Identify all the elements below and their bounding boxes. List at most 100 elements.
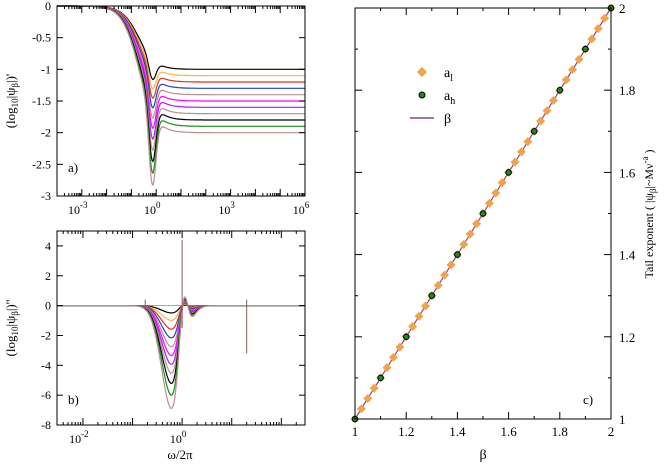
panel-c-ytick-label: 1.2 — [619, 330, 635, 345]
panel-c-al-point — [465, 229, 475, 239]
panel-c-al-point — [484, 198, 494, 208]
panel-c-al-point — [542, 106, 552, 116]
panel-a-series-line — [57, 5, 305, 175]
panel-a-ytick-label: -2.5 — [32, 157, 51, 171]
panel-a-series-line — [57, 5, 305, 130]
panel-a-label: a) — [68, 160, 78, 175]
panel-c-xtick-label: 1.2 — [398, 424, 414, 439]
panel-c-xtick-label: 1.4 — [449, 424, 466, 439]
panel-c-legend: al ah β — [410, 66, 455, 127]
panel-c-ytick-label: 2 — [619, 1, 626, 16]
panel-b-ytick-label: -6 — [41, 388, 51, 402]
panel-b-label: b) — [68, 392, 79, 407]
panel-c-al-point — [497, 178, 507, 188]
panel-c-al-point — [548, 95, 558, 105]
panel-c-al-point — [369, 383, 379, 393]
panel-c-al-point — [516, 147, 526, 157]
panel-c-ytick-label: 1.8 — [619, 83, 635, 98]
panel-c-ytick-label: 1.6 — [619, 165, 636, 180]
panel-a-series-line — [57, 5, 305, 163]
panel-a-series-line — [57, 5, 305, 81]
panel-b-xlabel: ω/2π — [167, 447, 193, 462]
legend-label: al — [444, 66, 453, 84]
panel-a-ylabel: (log10|ψβ|)' — [3, 74, 20, 129]
panel-c-al-point — [523, 137, 533, 147]
panel-c-al-point — [408, 322, 418, 332]
legend-marker-al — [417, 67, 427, 77]
panel-b-ytick-label: -8 — [41, 418, 51, 432]
panel-a-ytick-label: -3 — [41, 189, 51, 203]
panel-c-al-point — [561, 75, 571, 85]
panel-c-ah-point — [556, 86, 564, 94]
panel-b-ytick-label: -2 — [41, 328, 51, 342]
panel-c-xlabel: β — [479, 448, 486, 463]
panel-c-al-point — [433, 280, 443, 290]
panel-c-al-point — [472, 219, 482, 229]
panel-c-ah-point — [479, 210, 487, 217]
panel-a: 0 -0.5 -1 -1.5 -2 -2.5 -3 10-3 100 103 106 a) (log… — [3, 0, 310, 217]
panel-b-ytick-label: -4 — [41, 358, 51, 372]
panel-c-al-point — [363, 393, 373, 403]
panel-c-xtick-label: 1.8 — [552, 424, 568, 439]
panel-c-ytick-label: 1 — [619, 412, 626, 427]
panel-c-al-point — [388, 352, 398, 362]
panel-c-al-point — [568, 65, 578, 75]
panel-c-ah-point — [505, 169, 512, 176]
panel-a-ytick-label: -1 — [41, 62, 51, 76]
panel-c-ah-point — [402, 333, 410, 341]
panel-a-series-line — [57, 5, 305, 109]
panel-c-al-point — [420, 301, 430, 311]
panel-c-xtick-label: 1.6 — [500, 424, 517, 439]
panel-a-ytick-label: -2 — [41, 126, 51, 140]
panel-a-series-line — [57, 5, 305, 152]
panel-c-al-point — [440, 270, 450, 280]
panel-c-ah-point — [377, 374, 384, 382]
panel-c-al-point — [356, 404, 366, 414]
panel-b-ytick-label: 0 — [45, 299, 51, 313]
panel-c-al-point — [574, 54, 584, 64]
panel-c-ah-point — [582, 45, 589, 53]
panel-a-xtick-label: 106 — [293, 200, 310, 217]
panel-c: 11.21.41.61.821 1.2 1.4 1.6 1.8 2 c) β Tail e… — [350, 1, 658, 463]
panel-a-ytick-label: -0.5 — [32, 31, 51, 45]
panel-b-ytick-label: 2 — [45, 269, 51, 283]
panel-c-al-point — [600, 13, 610, 23]
panel-b: 4 2 0 -2 -4 -6 -8 10-2 100 b) ω/2π (log10|ψβ|)'' — [3, 230, 306, 462]
panel-c-xtick-label: 2 — [608, 424, 615, 439]
legend-marker-ah — [418, 91, 426, 99]
panel-c-al-point — [536, 116, 546, 126]
panel-b-ytick-label: 4 — [45, 239, 51, 253]
panel-c-al-point — [446, 260, 456, 270]
panel-c-ylabel: Tail exponent ( |ψβ|~Mν-a ) — [640, 150, 658, 279]
panel-c-xtick-label: 1 — [352, 424, 359, 439]
panel-c-ytick-label: 1.4 — [619, 248, 636, 263]
panel-b-frame — [56, 230, 306, 426]
panel-c-label: c) — [583, 392, 593, 407]
panel-a-series-line — [57, 5, 305, 90]
panel-a-xtick-label: 10-3 — [68, 200, 88, 217]
panel-b-xtick-label: 100 — [170, 429, 187, 446]
panel-c-al-point — [491, 188, 501, 198]
panel-b-xtick-label: 10-2 — [69, 429, 89, 446]
panel-c-ah-point — [454, 251, 461, 258]
panel-c-al-point — [587, 34, 597, 44]
panel-c-ah-point — [530, 128, 538, 135]
legend-label: ah — [444, 89, 455, 107]
panel-c-al-point — [382, 363, 392, 373]
panel-b-ylabel: (log10|ψβ|)'' — [3, 300, 20, 357]
legend-label: β — [444, 112, 451, 127]
panel-c-ah-point — [428, 292, 436, 300]
panel-a-series-line — [57, 5, 305, 187]
panel-c-al-point — [593, 24, 603, 34]
panel-a-xtick-label: 103 — [218, 200, 235, 217]
panel-a-ytick-label: -1.5 — [32, 94, 51, 108]
panel-b-series-line — [57, 296, 305, 410]
panel-c-al-point — [414, 311, 424, 321]
panel-c-al-point — [395, 342, 405, 352]
panel-a-series-line — [57, 5, 305, 99]
panel-c-al-point — [459, 239, 469, 249]
panel-a-xtick-label: 100 — [144, 200, 161, 217]
panel-a-ytick-label: 0 — [45, 0, 51, 13]
panel-c-al-point — [510, 157, 520, 167]
